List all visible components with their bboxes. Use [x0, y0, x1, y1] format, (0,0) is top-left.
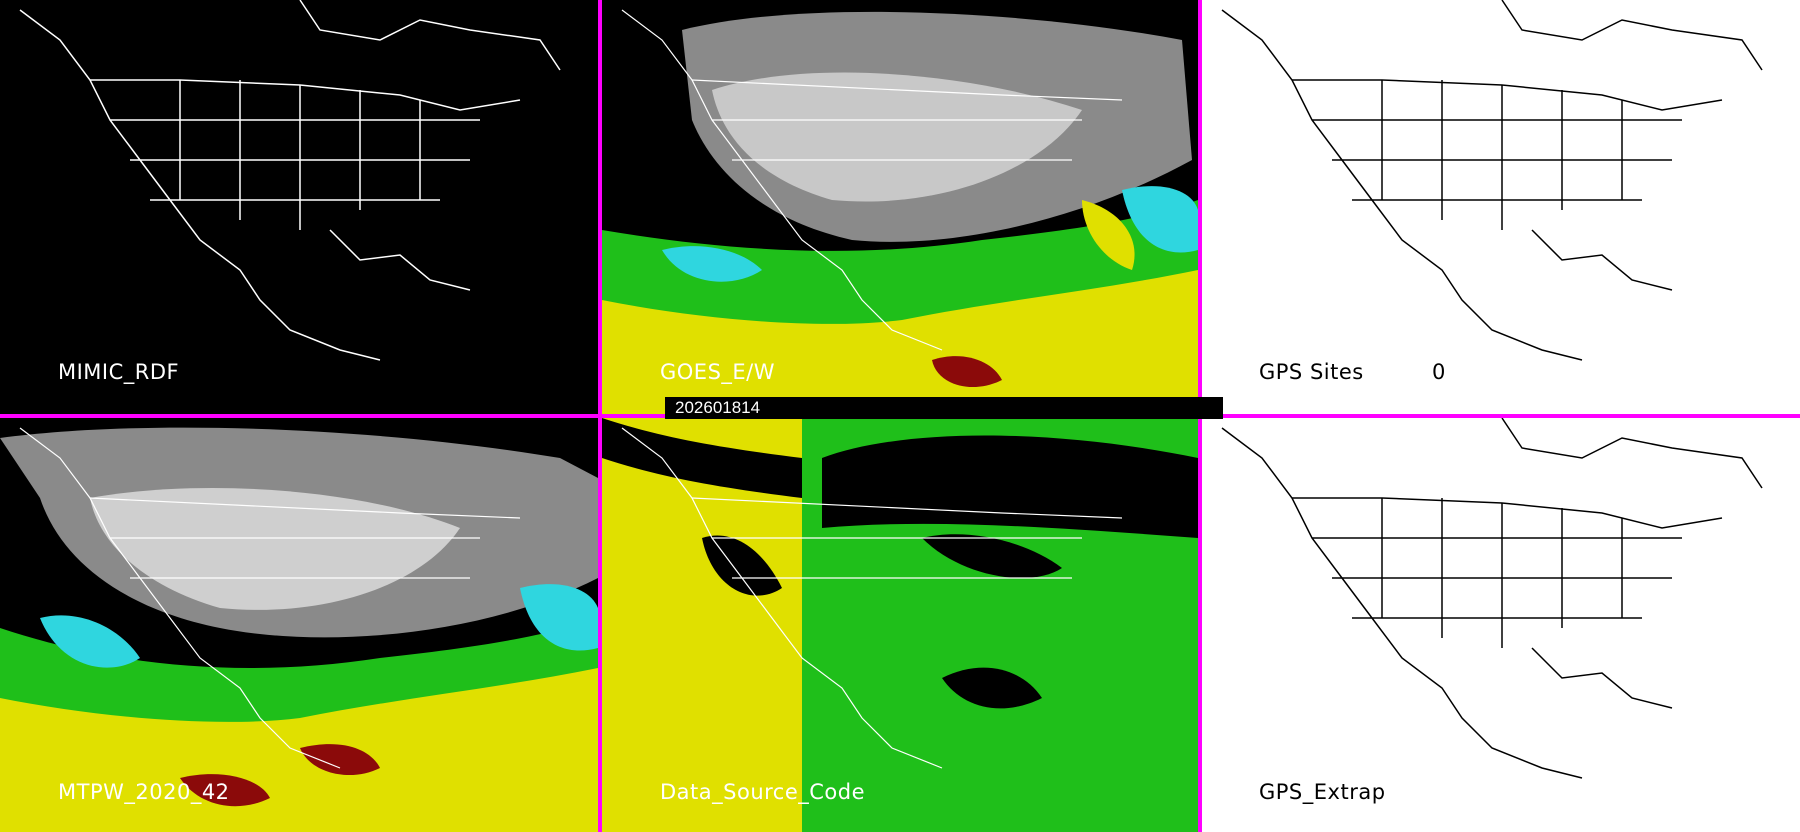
panel-gps-sites: GPS Sites 0 [1202, 0, 1800, 414]
map-outline [1221, 0, 1763, 361]
timestamp: 202601814 [675, 398, 761, 417]
source-code-imagery [602, 418, 1198, 832]
panel-gps-extrap: GPS_Extrap [1202, 418, 1800, 832]
panel-label: GOES_E/W [660, 360, 776, 384]
panel-label: Data_Source_Code [660, 780, 866, 804]
panel-label: GPS Sites [1259, 360, 1364, 384]
goes-imagery [602, 0, 1198, 414]
mtpw-imagery [0, 427, 598, 832]
panel-label: GPS_Extrap [1259, 780, 1386, 804]
grid-divider-vertical-left [598, 0, 602, 832]
map-outline [19, 0, 561, 361]
timestamp-bar: 202601814 [665, 397, 1223, 419]
map-outline [1221, 418, 1763, 779]
panel-label: MTPW_2020_42 [58, 780, 230, 804]
panel-data-source-code: Data_Source_Code [602, 418, 1198, 832]
panel-mtpw: MTPW_2020_42 [0, 418, 598, 832]
panel-label: MIMIC_RDF [58, 360, 180, 384]
panel-mimic-rdf: MIMIC_RDF [0, 0, 598, 414]
gps-sites-count: 0 [1432, 360, 1446, 384]
panel-goes-ew: GOES_E/W [602, 0, 1198, 414]
